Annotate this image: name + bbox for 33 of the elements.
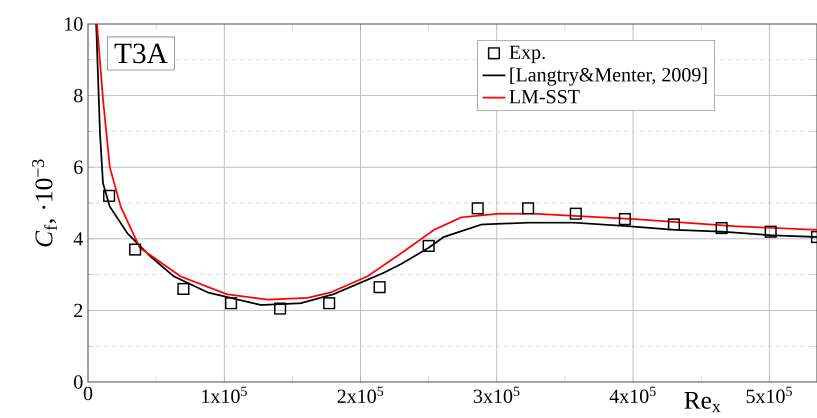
point <box>225 297 238 310</box>
y-tick-label: 8 <box>74 88 83 102</box>
legend-label: Exp. <box>509 46 545 64</box>
legend-label: LM-SST <box>509 90 580 104</box>
x-tick-label: 2x10$^{5}$ <box>338 386 384 404</box>
y-tick-label: 10 <box>65 17 83 31</box>
point <box>422 240 435 252</box>
y-axis-title: C$_{f}$, ·10$^{−3}$ <box>32 160 57 246</box>
legend-label: [Langtry&Menter, 2009] <box>510 67 707 86</box>
x-tick-label: 1x10$^{5}$ <box>202 386 247 404</box>
point <box>618 213 631 226</box>
point <box>374 281 386 294</box>
point <box>522 202 534 214</box>
point <box>764 226 777 238</box>
point <box>177 282 190 295</box>
x-axis-title: Re$_{x}$ <box>684 392 721 412</box>
x-tick-label: 5x10$^{5}$ <box>746 386 792 404</box>
point <box>716 222 728 234</box>
point <box>472 202 484 214</box>
point <box>103 190 116 202</box>
x-tick-label: 4x10$^{5}$ <box>610 386 656 404</box>
x-tick-label: 0 <box>84 386 92 400</box>
y-tick-label: 6 <box>74 160 83 174</box>
x-tick-label: 3x10$^{5}$ <box>474 386 520 404</box>
point <box>668 218 680 231</box>
y-tick-label: 4 <box>74 232 83 246</box>
point <box>274 302 286 315</box>
y-tick-label: 2 <box>74 304 82 318</box>
point <box>570 208 582 220</box>
annotation: T3A <box>114 44 168 64</box>
point <box>323 297 336 310</box>
y-tick-label: 0 <box>74 375 83 389</box>
point <box>129 243 142 256</box>
